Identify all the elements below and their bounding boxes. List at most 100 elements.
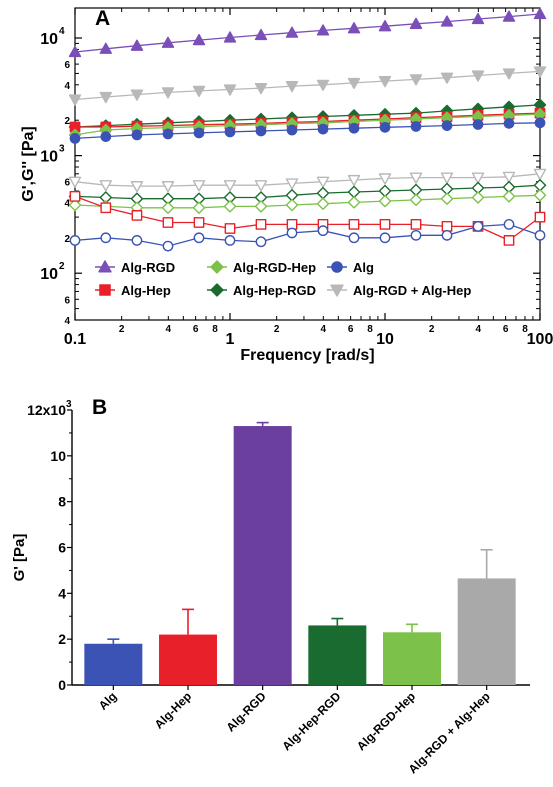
data-point <box>285 198 299 212</box>
data-point <box>255 236 267 248</box>
data-point <box>347 185 361 199</box>
x-tick-label: Alg-Hep <box>152 689 194 731</box>
legend-label: Alg-Hep <box>121 283 171 298</box>
data-point <box>69 191 81 202</box>
legend-marker <box>99 284 111 296</box>
data-point <box>316 24 330 36</box>
data-point <box>378 184 392 198</box>
data-point <box>224 126 236 138</box>
x-tick-label: Alg-RGD + Alg-Hep <box>406 689 493 776</box>
x-tick-label: Alg <box>96 689 120 713</box>
bar <box>159 634 217 685</box>
data-point <box>161 36 175 48</box>
bar <box>308 625 367 685</box>
x-minor-label: 2 <box>274 324 280 335</box>
data-point <box>286 219 298 230</box>
data-point <box>534 117 546 129</box>
data-point <box>534 229 546 241</box>
x-minor-label: 6 <box>348 324 354 335</box>
data-point <box>161 201 175 214</box>
data-point <box>316 79 330 92</box>
data-point <box>99 180 112 192</box>
x-minor-label: 2 <box>119 324 125 335</box>
y-tick-label: 6 <box>58 540 66 556</box>
data-point <box>317 225 329 237</box>
data-point <box>348 232 360 244</box>
panel-label: A <box>95 7 110 30</box>
legend-marker <box>98 260 112 273</box>
y-minor-label: 6 <box>64 60 70 71</box>
data-point <box>502 68 516 80</box>
data-point <box>192 33 206 46</box>
y-minor-label: 4 <box>64 316 70 327</box>
x-minor-label: 8 <box>212 324 218 335</box>
data-point <box>379 232 391 244</box>
data-point <box>69 121 81 133</box>
x-axis-label: Frequency [rad/s] <box>240 347 374 364</box>
data-point <box>471 172 485 184</box>
data-point <box>472 221 484 232</box>
x-tick-label: 0.1 <box>64 331 86 348</box>
x-tick-label: 10 <box>376 331 394 348</box>
y-tick-label: 12x10 <box>27 402 66 418</box>
data-point <box>255 219 267 230</box>
x-minor-label: 6 <box>503 324 509 335</box>
data-point <box>533 189 547 202</box>
series-line <box>74 184 541 200</box>
x-tick-label: Alg-RGD-Hep <box>354 689 418 753</box>
data-point <box>161 181 175 193</box>
data-point <box>223 84 237 96</box>
y-axis-label: G',G'' [Pa] <box>20 126 37 201</box>
series-line <box>74 113 541 136</box>
data-point <box>348 122 360 134</box>
data-point <box>440 172 454 184</box>
data-point <box>254 180 268 192</box>
data-point <box>68 198 82 212</box>
x-minor-label: 2 <box>429 324 435 335</box>
data-point <box>378 194 392 208</box>
data-point <box>347 22 361 34</box>
data-point <box>223 180 237 192</box>
data-point <box>162 240 174 252</box>
y-minor-label: 2 <box>64 234 70 245</box>
series-line <box>74 122 541 140</box>
legend-label: Alg-RGD <box>121 260 175 275</box>
y-tick-exponent: 3 <box>66 399 72 410</box>
data-point <box>441 229 453 241</box>
data-point <box>193 217 205 228</box>
data-point <box>68 176 82 188</box>
y-tick-label: 0 <box>58 677 66 693</box>
data-point <box>255 125 267 137</box>
data-point <box>502 171 516 184</box>
y-tick-exponent: 4 <box>59 26 65 37</box>
legend-marker <box>330 284 344 297</box>
y-tick-label: 10 <box>40 149 58 166</box>
data-point <box>162 128 174 140</box>
data-point <box>99 91 112 104</box>
data-point <box>100 131 112 143</box>
data-point <box>192 85 206 98</box>
data-point <box>192 201 206 214</box>
data-point <box>348 219 360 230</box>
data-point <box>193 232 205 244</box>
panel-label: B <box>92 396 107 419</box>
y-tick-label: 8 <box>58 494 66 510</box>
series-line <box>74 173 541 187</box>
data-point <box>410 229 422 241</box>
data-point <box>409 74 423 86</box>
data-point <box>502 190 516 203</box>
y-tick-label: 10 <box>40 31 58 48</box>
data-point <box>224 223 236 234</box>
data-point <box>534 211 546 223</box>
x-minor-label: 4 <box>166 324 172 335</box>
data-point <box>69 133 81 144</box>
data-point <box>471 70 485 82</box>
data-point <box>533 168 547 181</box>
data-point <box>254 28 268 41</box>
data-point <box>162 217 174 228</box>
plot-frame <box>74 7 541 321</box>
legend-label: Alg <box>353 260 374 275</box>
data-point <box>410 121 422 132</box>
data-point <box>441 221 453 232</box>
